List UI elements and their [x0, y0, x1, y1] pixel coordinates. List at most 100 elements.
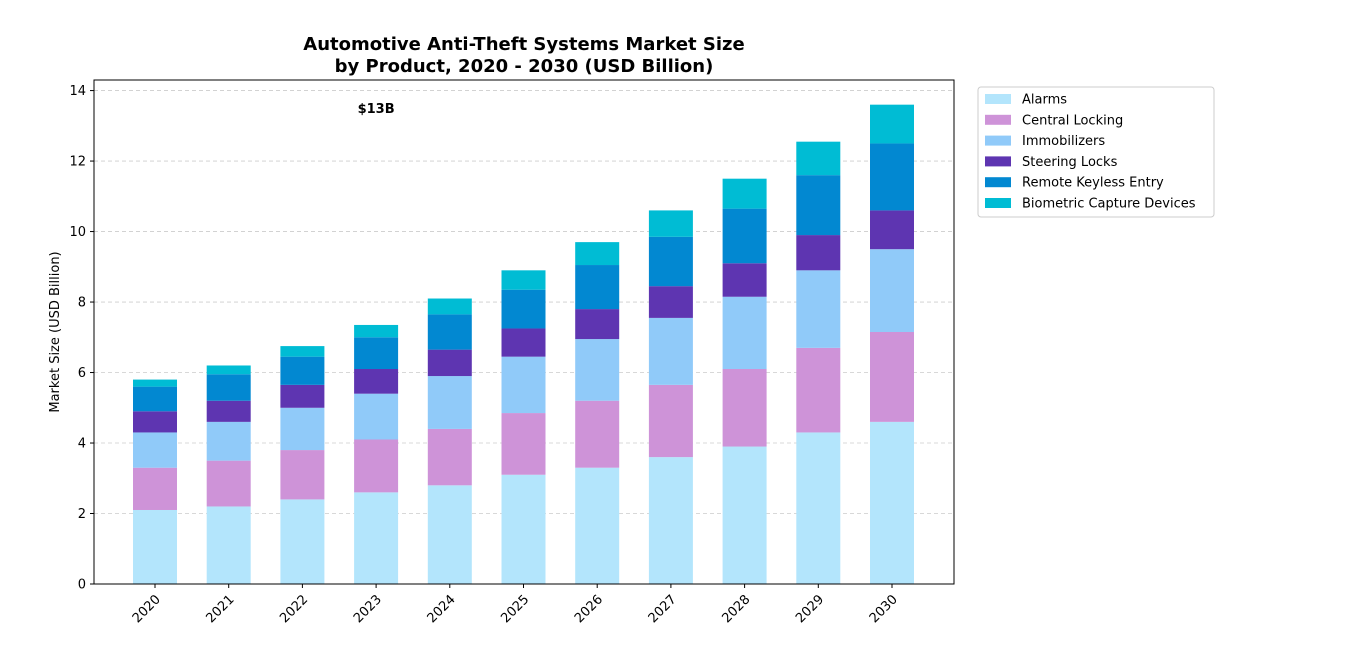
y-tick-label: 6: [78, 366, 86, 381]
bar-segment-central-locking-2023: [354, 439, 399, 493]
legend-label: Alarms: [1022, 93, 1067, 108]
x-tick-label: 2020: [130, 592, 164, 626]
y-tick-label: 0: [78, 578, 86, 593]
bar-segment-remote-keyless-entry-2026: [575, 265, 620, 310]
bar-segment-immobilizers-2030: [870, 249, 914, 332]
legend-swatch: [985, 135, 1011, 146]
legend: Alarms Central Locking Immobilizers Steerin…: [977, 86, 1215, 218]
bar-segment-immobilizers-2022: [280, 407, 325, 451]
bar-segment-central-locking-2027: [648, 384, 693, 458]
bar-segment-immobilizers-2023: [354, 393, 399, 440]
y-tick-label: 14: [69, 84, 86, 99]
legend-swatch: [985, 114, 1011, 125]
bar-segment-alarms-2025: [501, 474, 546, 584]
bar-segment-immobilizers-2021: [206, 421, 251, 461]
bar-segment-remote-keyless-entry-2028: [722, 208, 767, 264]
x-axis: 2020 2021 2022 2023 2024 2025 2026 2027 2028 2029…: [130, 584, 901, 626]
x-tick-label: 2024: [425, 592, 459, 626]
bar-segment-immobilizers-2027: [648, 317, 693, 385]
bar-segment-remote-keyless-entry-2025: [501, 289, 546, 329]
bar-segment-remote-keyless-entry-2021: [206, 374, 251, 401]
x-tick-label: 2029: [793, 592, 827, 626]
bar-segment-alarms-2026: [575, 467, 620, 584]
x-tick-label: 2028: [719, 592, 753, 626]
bar-segment-central-locking-2022: [280, 450, 325, 500]
legend-swatch: [985, 177, 1011, 188]
legend-swatch: [985, 156, 1011, 167]
bar-segment-alarms-2021: [206, 506, 251, 584]
bar-segment-alarms-2023: [354, 492, 399, 584]
bar-segment-alarms-2030: [870, 421, 914, 584]
y-tick-label: 8: [78, 296, 86, 311]
x-tick-label: 2030: [867, 592, 901, 626]
bar-segment-central-locking-2020: [133, 467, 177, 510]
bar-segment-immobilizers-2029: [796, 270, 841, 348]
bar-segment-steering-locks-2029: [796, 235, 841, 271]
bar-segment-remote-keyless-entry-2029: [796, 175, 841, 236]
legend-label: Steering Locks: [1022, 155, 1118, 170]
bar-segment-steering-locks-2023: [354, 369, 399, 394]
chart-title-line2: by Product, 2020 - 2030 (USD Billion): [335, 56, 714, 77]
bar-segment-remote-keyless-entry-2024: [427, 314, 472, 350]
bar-segment-alarms-2024: [427, 485, 472, 584]
x-tick-label: 2025: [498, 592, 532, 626]
bar-segment-biometric-capture-devices-2030: [870, 104, 914, 144]
y-axis: 0 2 4 6 8 10 12 14: [69, 84, 94, 593]
legend-swatch: [985, 94, 1011, 104]
legend-box: [977, 86, 1215, 218]
bar-segment-steering-locks-2030: [870, 210, 914, 250]
y-tick-label: 10: [69, 225, 86, 240]
bar-segment-alarms-2028: [722, 446, 767, 584]
bar-segment-immobilizers-2026: [575, 339, 620, 401]
bar-segment-immobilizers-2028: [722, 296, 767, 370]
y-tick-label: 4: [78, 437, 86, 452]
bar-segment-biometric-capture-devices-2025: [501, 270, 546, 290]
bar-segment-central-locking-2026: [575, 400, 620, 468]
bar-segment-biometric-capture-devices-2028: [722, 178, 767, 209]
bar-segment-steering-locks-2022: [280, 384, 325, 408]
x-tick-label: 2021: [204, 592, 238, 626]
y-tick-label: 12: [69, 155, 86, 170]
legend-label: Remote Keyless Entry: [1022, 176, 1164, 191]
bar-segment-alarms-2020: [133, 509, 177, 584]
bar-segment-remote-keyless-entry-2030: [870, 143, 914, 211]
bar-segment-alarms-2029: [796, 432, 841, 584]
bar-segment-remote-keyless-entry-2027: [648, 236, 693, 287]
bar-segment-remote-keyless-entry-2023: [354, 337, 399, 370]
x-tick-label: 2022: [277, 592, 311, 626]
bar-segment-biometric-capture-devices-2026: [575, 242, 620, 266]
x-tick-label: 2026: [572, 592, 606, 626]
x-tick-label: 2027: [646, 592, 680, 626]
bar-segment-biometric-capture-devices-2022: [280, 346, 325, 357]
legend-label: Immobilizers: [1022, 134, 1105, 149]
bar-segment-remote-keyless-entry-2022: [280, 356, 325, 385]
bar-segment-central-locking-2025: [501, 413, 546, 475]
chart-title-line1: Automotive Anti-Theft Systems Market Siz…: [303, 34, 744, 55]
bar-segment-steering-locks-2027: [648, 286, 693, 318]
bar-segment-biometric-capture-devices-2027: [648, 210, 693, 237]
bar-segment-immobilizers-2020: [133, 432, 177, 468]
bar-segment-remote-keyless-entry-2020: [133, 386, 177, 412]
y-axis-label: Market Size (USD Billion): [48, 251, 63, 412]
legend-swatch: [985, 198, 1011, 208]
bar-segment-steering-locks-2020: [133, 411, 177, 433]
total-annotation: $13B: [358, 102, 395, 117]
y-tick-label: 2: [78, 507, 86, 522]
bar-segment-alarms-2027: [648, 457, 693, 584]
bar-segment-central-locking-2029: [796, 347, 841, 433]
bar-segment-biometric-capture-devices-2029: [796, 141, 841, 176]
bar-segment-biometric-capture-devices-2023: [354, 324, 399, 338]
bar-segment-immobilizers-2025: [501, 356, 546, 414]
bar-segment-central-locking-2024: [427, 428, 472, 486]
bar-segment-central-locking-2030: [870, 332, 914, 422]
bar-segment-steering-locks-2028: [722, 263, 767, 297]
bar-segment-steering-locks-2021: [206, 400, 251, 422]
bar-segment-immobilizers-2024: [427, 376, 472, 429]
bar-segment-steering-locks-2026: [575, 309, 620, 340]
bar-segment-central-locking-2021: [206, 460, 251, 507]
legend-label: Biometric Capture Devices: [1022, 197, 1196, 212]
x-tick-label: 2023: [351, 592, 385, 626]
bar-segment-biometric-capture-devices-2020: [133, 379, 177, 387]
legend-label: Central Locking: [1022, 113, 1123, 128]
